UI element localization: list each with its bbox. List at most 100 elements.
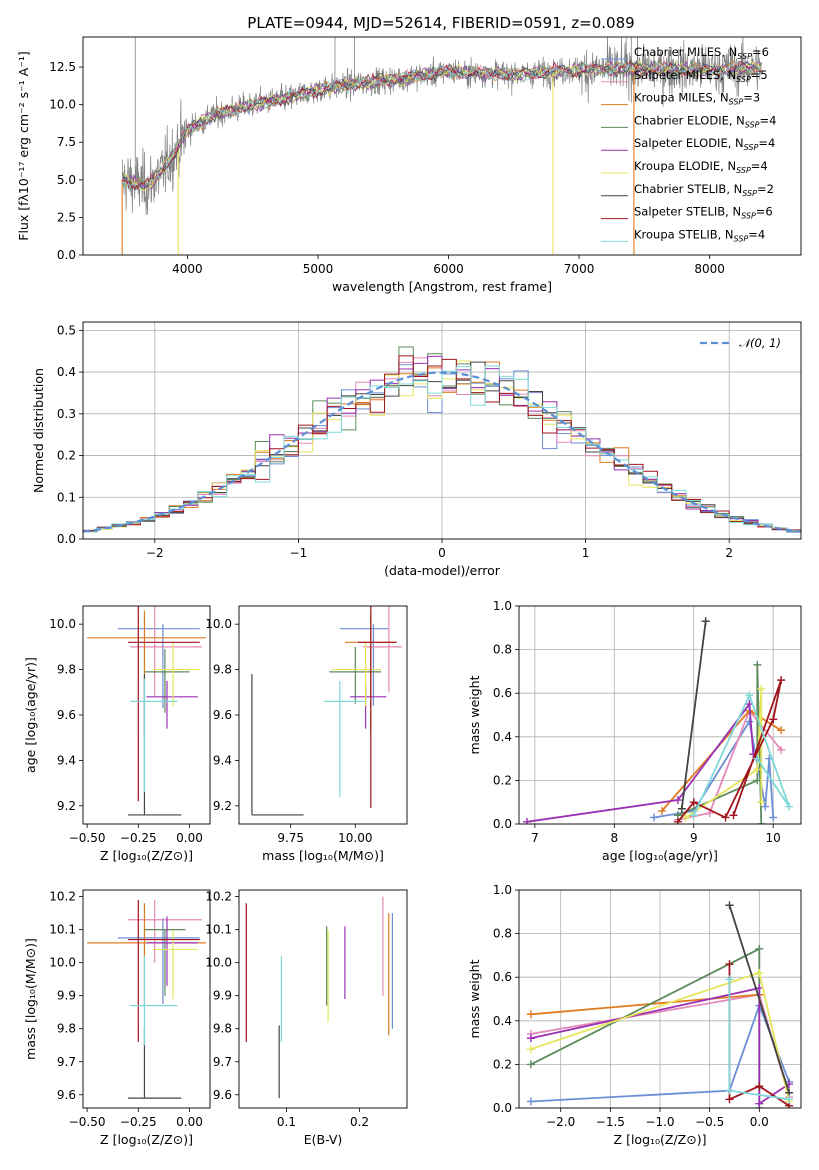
panel-mass_vs_Z: −0.50 −0.25 0.00 9.6 9.7 9.8 9.9 10.0 10.1 10.2 Z … [23,889,211,1147]
weight-line [530,986,790,1106]
y-tick-label: 1.0 [493,883,512,897]
x-tick-label: 0.1 [277,1115,296,1129]
y-tick-label: 5.0 [57,173,76,187]
weight-marker [745,717,754,726]
plot-area [121,37,763,255]
y-tick-label: 0.0 [493,817,512,831]
weight-marker [769,715,778,724]
weight-marker [755,968,764,977]
x-tick-label: 0.00 [176,831,203,845]
legend-model-name: Kroupa MILES, N [634,91,729,105]
legend-label: Chabrier ELODIE, NSSP=4 [634,113,776,129]
weight-marker [753,765,762,774]
weight-marker [725,975,734,984]
x-tick-label: 6000 [433,262,464,276]
weight-line [526,701,755,823]
legend-label: Chabrier STELIB, NSSP=2 [634,182,774,198]
weight-marker [526,1060,535,1069]
weight-marker [701,617,710,626]
axes-frame [82,321,802,540]
legend-label: Kroupa MILES, NSSP=3 [634,91,760,107]
y-tick-label: 0.3 [57,407,76,421]
panel-spectrum: 4000 5000 6000 7000 8000 0.0 2.5 5.0 7.5 10.0 12.5… [16,36,802,294]
weight-marker [777,745,786,754]
legend-model-name: Chabrier ELODIE, N [634,113,745,127]
weight-marker [757,684,766,693]
legend-label: Kroupa STELIB, NSSP=4 [634,227,765,243]
y-axis-label: mass weight [467,959,482,1038]
y-tick-label: 9.8 [57,1022,76,1036]
panel-weight_vs_Z: −2.0 −1.5 −1.0 −0.5 0.0 0.0 0.2 0.4 0.6 0.8 1.0 Z [… [467,883,802,1147]
y-axis-label: mass weight [467,675,482,754]
plot-area [522,617,794,824]
legend-model-name: Chabrier MILES, N [634,45,737,59]
y-axis-label: mass [log₁₀(M/M⊙)] [23,938,38,1060]
legend-count: =4 [751,159,768,173]
y-tick-label: 0.2 [493,773,512,787]
weight-marker [721,813,730,822]
x-tick-label: 1 [582,546,590,560]
weight-marker [650,813,659,822]
weight-marker [526,1045,535,1054]
panel-residuals: −2 −1 0 1 2 0.0 0.1 0.2 0.3 0.4 0.5 (data-model)/er… [31,321,802,578]
x-tick-label: 8000 [694,262,725,276]
y-tick-label: 0.0 [57,248,76,262]
y-tick-label: 0.0 [57,532,76,546]
weight-marker [526,1010,535,1019]
plot-area [251,606,402,816]
legend-count: =4 [758,136,775,150]
weight-marker [689,811,698,820]
y-tick-label: 10.1 [205,923,232,937]
legend-label: Chabrier MILES, NSSP=6 [634,45,769,61]
weight-marker [777,676,786,685]
legend-label: Salpeter MILES, NSSP=5 [634,68,768,84]
panel-age_vs_mass: 9.75 10.00 9.2 9.4 9.6 9.8 10.0 mass [log₁₀(M/M… [205,605,408,863]
x-tick-label: 9.75 [277,831,304,845]
x-tick-label: −2.0 [546,1115,575,1129]
y-tick-label: 7.5 [57,135,76,149]
weight-marker [681,813,690,822]
y-tick-label: 10.0 [49,956,76,970]
weight-marker [755,944,764,953]
x-tick-label: 5000 [303,262,334,276]
figure-title: PLATE=0944, MJD=52614, FIBERID=0591, z=0… [247,14,634,32]
y-tick-label: 10.0 [49,98,76,112]
legend-count: =4 [760,113,777,127]
x-tick-label: −1.0 [645,1115,674,1129]
weight-marker [725,960,734,969]
plot-area [245,896,393,1099]
y-axis-label: age [log₁₀(age/yr)] [23,657,38,773]
model-spectrum-line [121,61,762,190]
model-spectrum-line [122,60,762,191]
x-tick-label: 0 [438,546,446,560]
weight-marker [522,817,531,824]
y-tick-label: 10.0 [205,617,232,631]
weight-marker [725,1095,734,1104]
legend-model-name: Chabrier STELIB, N [634,182,742,196]
axes-frame [82,889,211,1109]
y-tick-label: 9.7 [213,1055,232,1069]
plot-area [87,899,206,1099]
axes-frame [518,605,802,825]
legend-count: =3 [743,91,760,105]
weight-marker [757,798,766,807]
legend-label: Kroupa ELODIE, NSSP=4 [634,159,768,175]
y-tick-label: 0.4 [493,1014,512,1028]
model-spectrum-line [121,59,762,188]
x-tick-label: 9 [690,831,698,845]
legend-subscript: SSP [729,98,744,107]
weight-marker [725,1086,734,1095]
weight-marker [677,804,686,813]
axes-frame [518,889,802,1109]
y-tick-label: 9.4 [213,753,232,767]
x-tick-label: −0.5 [695,1115,724,1129]
y-tick-label: 0.0 [493,1101,512,1115]
y-tick-label: 9.2 [213,799,232,813]
weight-line [680,621,707,809]
legend-subscript: SSP [736,166,751,175]
panel-mass_vs_ebv: 0.1 0.2 9.6 9.7 9.8 9.9 10.0 10.1 10.2 E(B-V) [205,889,408,1147]
weight-marker [657,806,666,815]
axes-frame [238,889,408,1109]
y-axis-label: Flux [fλ10⁻¹⁷ erg cm⁻² s⁻¹ A⁻¹] [16,51,31,240]
